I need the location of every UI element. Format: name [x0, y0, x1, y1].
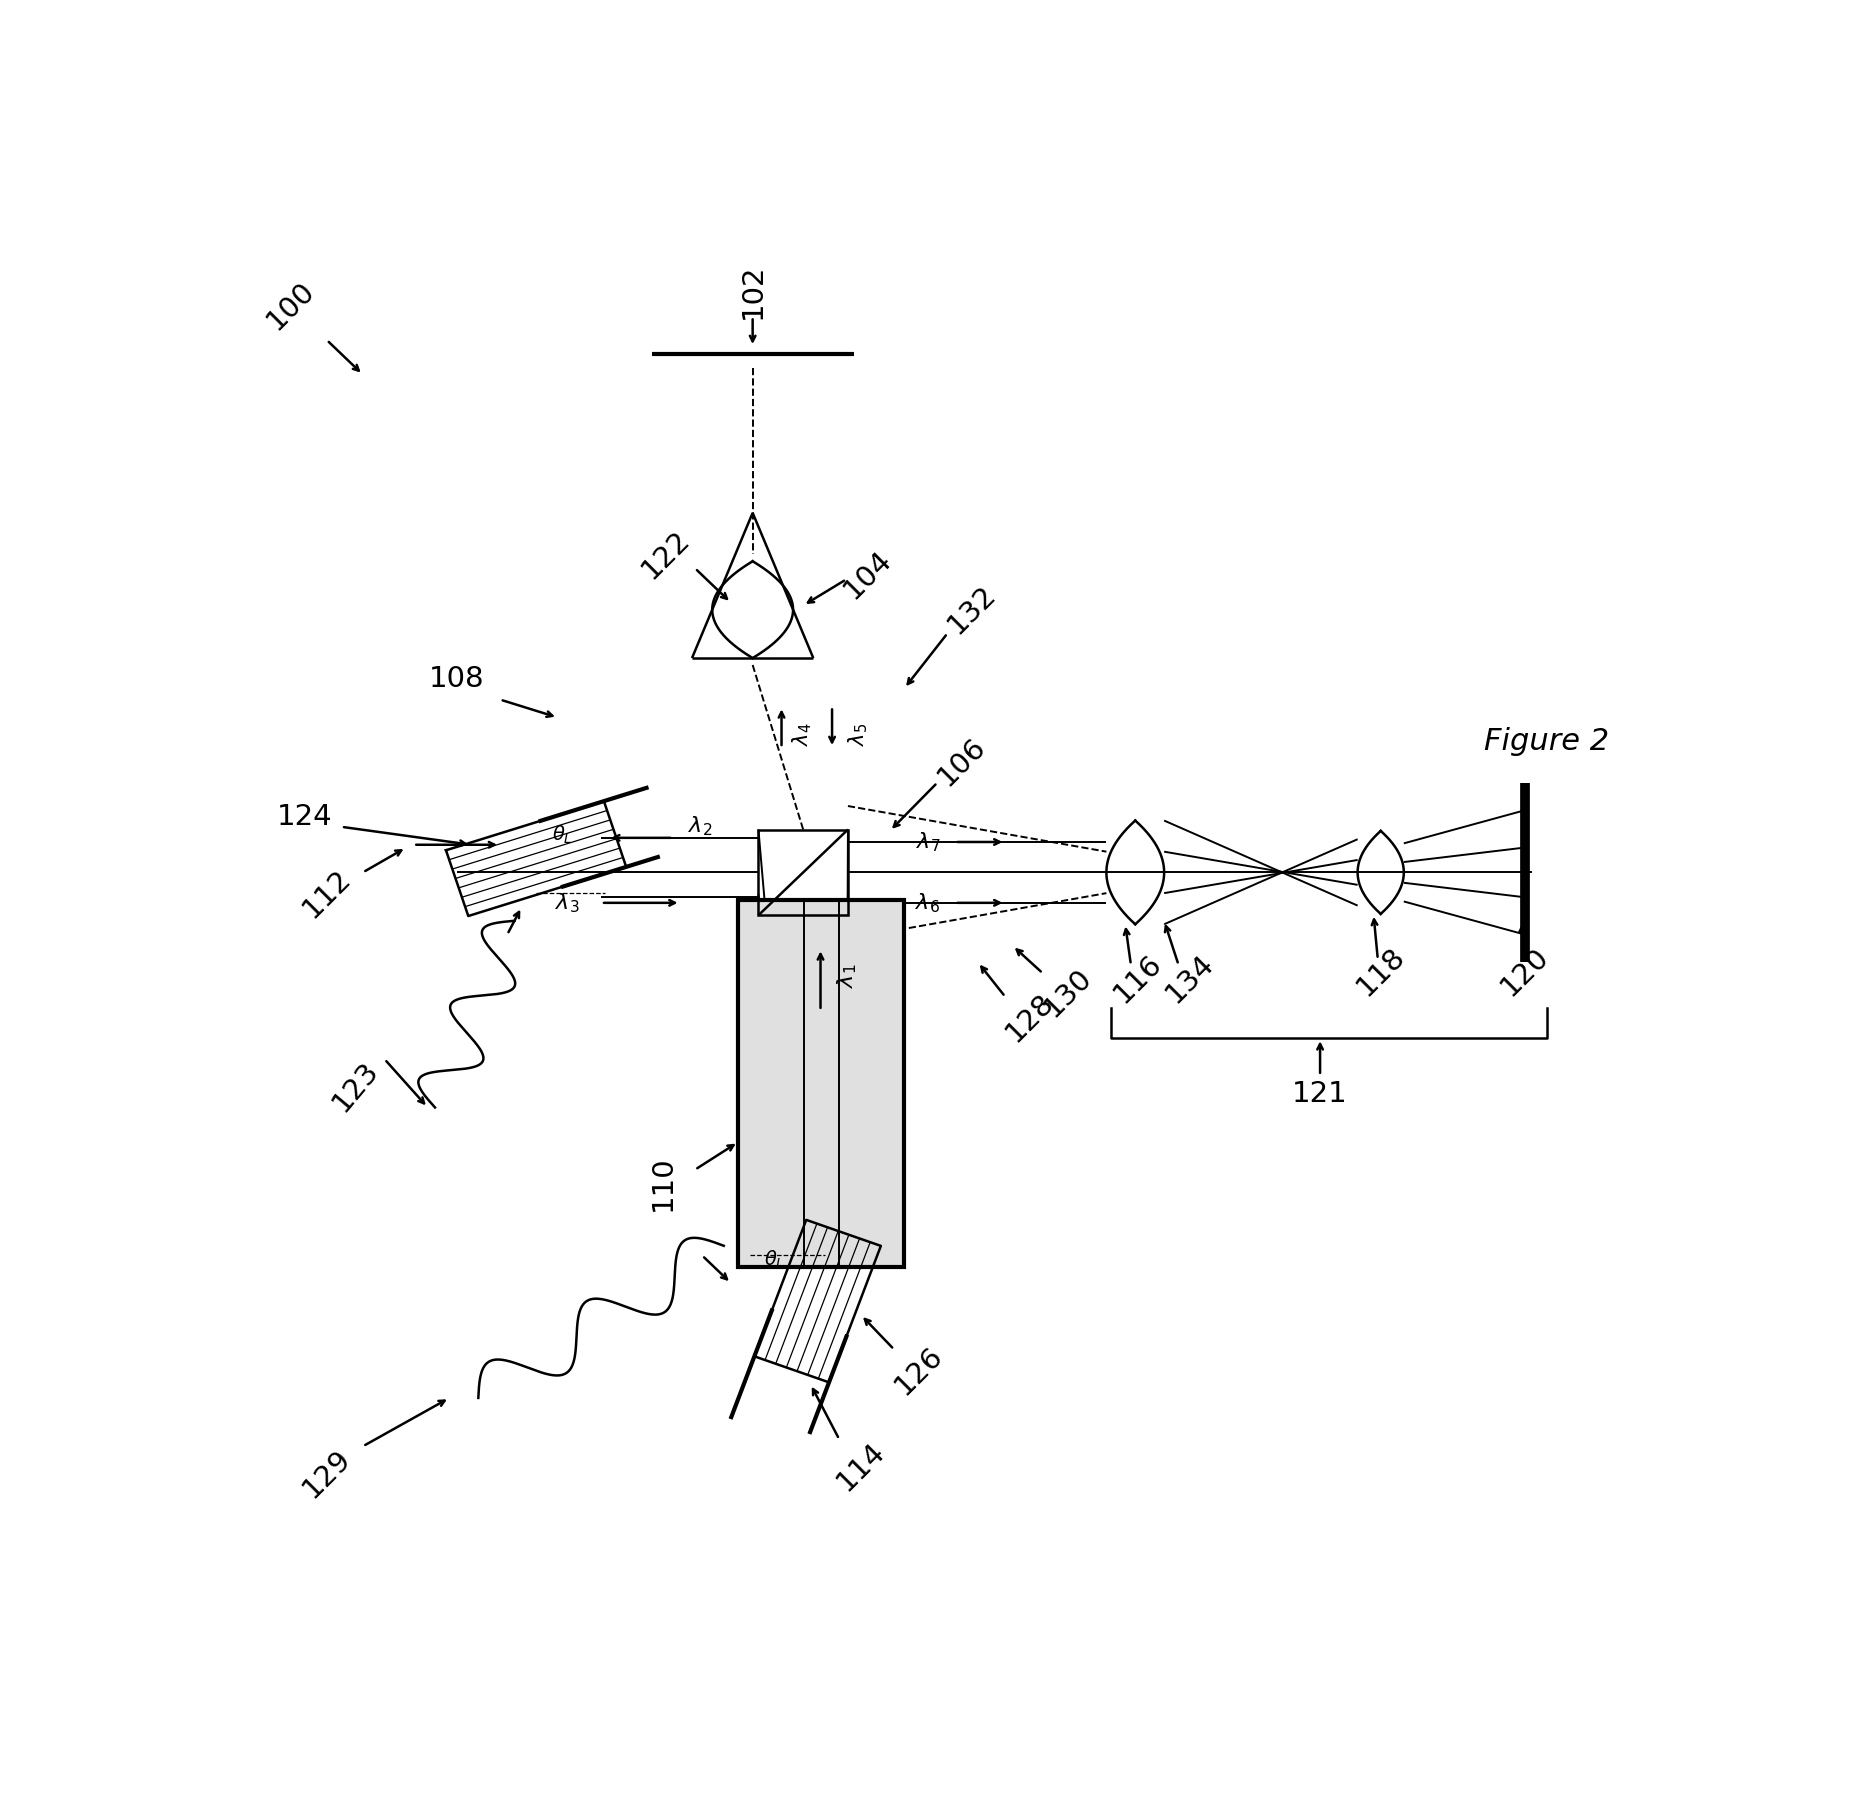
- Text: 121: 121: [1293, 1079, 1349, 1108]
- Text: 120: 120: [1496, 943, 1554, 1002]
- Text: 134: 134: [1161, 950, 1220, 1009]
- Text: Figure 2: Figure 2: [1485, 727, 1610, 756]
- Text: 124: 124: [278, 803, 333, 832]
- Text: 130: 130: [1038, 963, 1097, 1022]
- Text: 129: 129: [298, 1444, 356, 1503]
- Text: 100: 100: [261, 277, 320, 334]
- Text: 108: 108: [428, 665, 484, 693]
- Bar: [758, 830, 848, 916]
- Text: $\lambda_1$: $\lambda_1$: [835, 964, 859, 988]
- Text: 104: 104: [838, 546, 898, 605]
- Text: 114: 114: [831, 1437, 891, 1496]
- Text: $\lambda_3$: $\lambda_3$: [555, 891, 579, 914]
- Bar: [738, 900, 904, 1266]
- Text: 118: 118: [1351, 943, 1410, 1002]
- Text: 106: 106: [933, 733, 991, 792]
- Text: 122: 122: [637, 524, 695, 584]
- Text: $\lambda_7$: $\lambda_7$: [917, 830, 941, 853]
- Text: $\lambda_5$: $\lambda_5$: [846, 722, 870, 745]
- Text: 128: 128: [1000, 988, 1060, 1047]
- Text: $\lambda_2$: $\lambda_2$: [687, 814, 712, 837]
- Text: 123: 123: [328, 1056, 384, 1117]
- Text: $\theta_L$: $\theta_L$: [551, 824, 572, 846]
- Text: 126: 126: [889, 1340, 948, 1399]
- Text: 116: 116: [1108, 950, 1168, 1009]
- Text: $\lambda_6$: $\lambda_6$: [915, 891, 941, 914]
- Text: 102: 102: [738, 264, 768, 320]
- Text: 132: 132: [943, 580, 1002, 639]
- Text: 110: 110: [648, 1157, 676, 1211]
- Text: 112: 112: [296, 864, 356, 923]
- Text: $\lambda_4$: $\lambda_4$: [790, 722, 814, 745]
- Text: $\theta_L$: $\theta_L$: [764, 1248, 784, 1272]
